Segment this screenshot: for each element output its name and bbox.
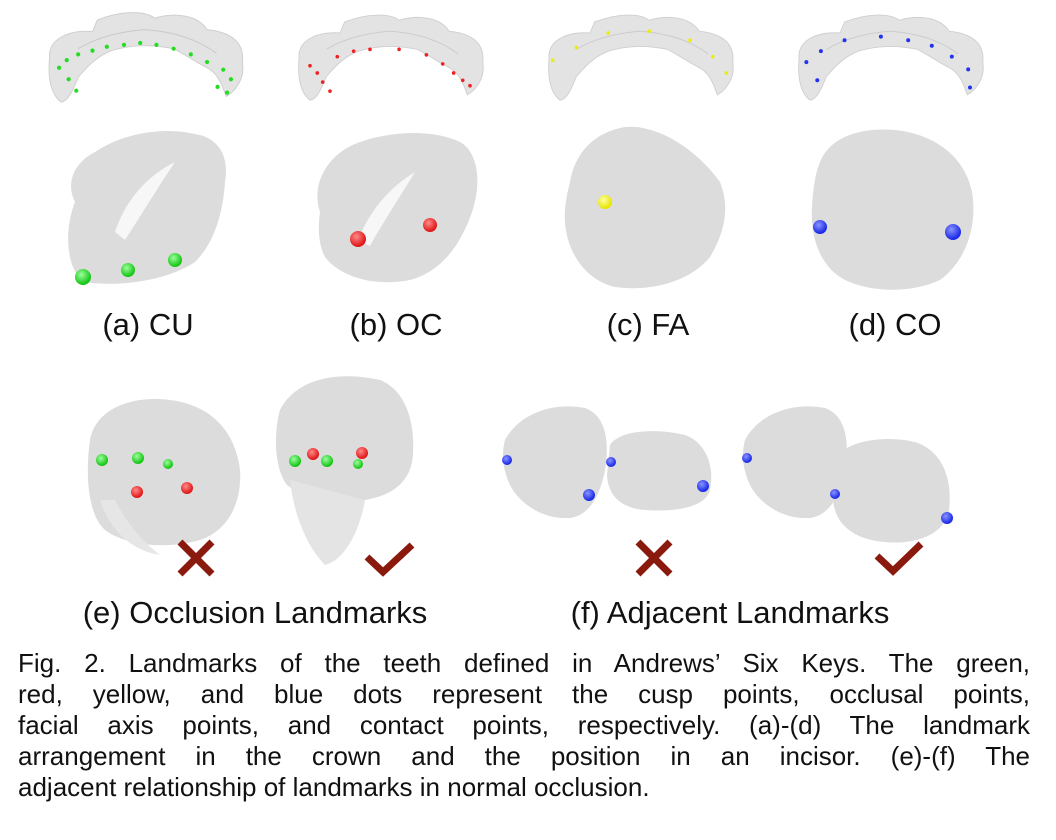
crown-cu (55, 122, 240, 297)
crown-oc (300, 122, 485, 297)
crown-co (800, 122, 985, 297)
arch-co (790, 8, 990, 118)
adjacent-wrong (495, 400, 720, 580)
occlusion-right (265, 360, 425, 580)
subfigure-label-b: (b) OC (349, 307, 443, 342)
caption-line: red, yellow, and blue dots represent the… (18, 679, 1030, 709)
caption-line: arrangement in the crown and the positio… (18, 741, 1030, 771)
caption-line: adjacent relationship of landmarks in no… (18, 772, 650, 802)
crown-fa (555, 122, 740, 297)
caption-line: Fig. 2. Landmarks of the teeth defined i… (18, 648, 1030, 678)
subfigure-label-a: (a) CU (102, 307, 194, 342)
subfigure-label-c: (c) FA (606, 307, 690, 342)
subfigure-label-e: (e) Occlusion Landmarks (82, 595, 428, 630)
subfigure-label-d: (d) CO (848, 307, 942, 342)
adjacent-right (735, 400, 960, 580)
figure-caption: Fig. 2. Landmarks of the teeth defined i… (18, 648, 1030, 803)
arch-cu (40, 8, 250, 118)
arch-fa (540, 8, 740, 118)
occlusion-wrong (70, 380, 250, 580)
arch-oc (290, 8, 490, 118)
subfigure-label-f: (f) Adjacent Landmarks (570, 595, 890, 630)
caption-line: facial axis points, and contact points, … (18, 710, 1030, 740)
